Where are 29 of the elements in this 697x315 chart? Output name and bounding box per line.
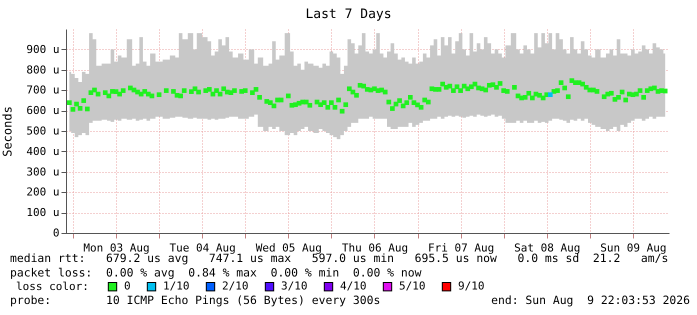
y-tick-label: 700 u bbox=[26, 84, 60, 97]
y-tick-label: 900 u bbox=[26, 42, 60, 56]
text: probe: 10 ICMP Echo Pings (56 Bytes) every 300s bbox=[10, 293, 380, 307]
x-tick-label: Thu 06 Aug bbox=[342, 242, 408, 254]
legend-label: 9/10 bbox=[458, 280, 484, 293]
x-tick-label: Sun 09 Aug bbox=[600, 242, 666, 254]
chart-title: Last 7 Days bbox=[305, 7, 392, 22]
y-tick-label: 500 u bbox=[26, 124, 60, 138]
legend-label: 1/10 bbox=[163, 280, 190, 293]
y-tick-label: 0 bbox=[52, 226, 60, 240]
x-tick-label: Tue 04 Aug bbox=[170, 242, 236, 254]
y-tick-label: 800 u bbox=[26, 63, 60, 76]
y-tick-label: 600 u bbox=[26, 104, 60, 118]
legend-label: 0 bbox=[124, 280, 131, 293]
text: packet loss: 0.00 % avg 0.84 % max 0.00 % min 0.00 % now bbox=[10, 266, 422, 280]
y-tick-label: 400 u bbox=[26, 144, 60, 158]
legend-label: 3/10 bbox=[281, 280, 308, 293]
legend-label: 5/10 bbox=[399, 280, 426, 293]
y-axis-title: Seconds bbox=[0, 106, 14, 157]
legend-label: 4/10 bbox=[340, 280, 366, 293]
x-tick-label: Wed 05 Aug bbox=[256, 242, 322, 254]
legend-title: loss color: bbox=[16, 280, 89, 293]
y-tick-label: 200 u bbox=[26, 186, 60, 199]
y-tick-label: 300 u bbox=[26, 165, 60, 178]
x-tick-label: Fri 07 Aug bbox=[428, 242, 494, 254]
text: end: Sun Aug 9 22:03:53 2026 bbox=[491, 293, 690, 307]
legend-label: 2/10 bbox=[222, 280, 248, 293]
x-tick-label: Sat 08 Aug bbox=[514, 242, 580, 254]
y-tick-label: 100 u bbox=[26, 206, 60, 220]
